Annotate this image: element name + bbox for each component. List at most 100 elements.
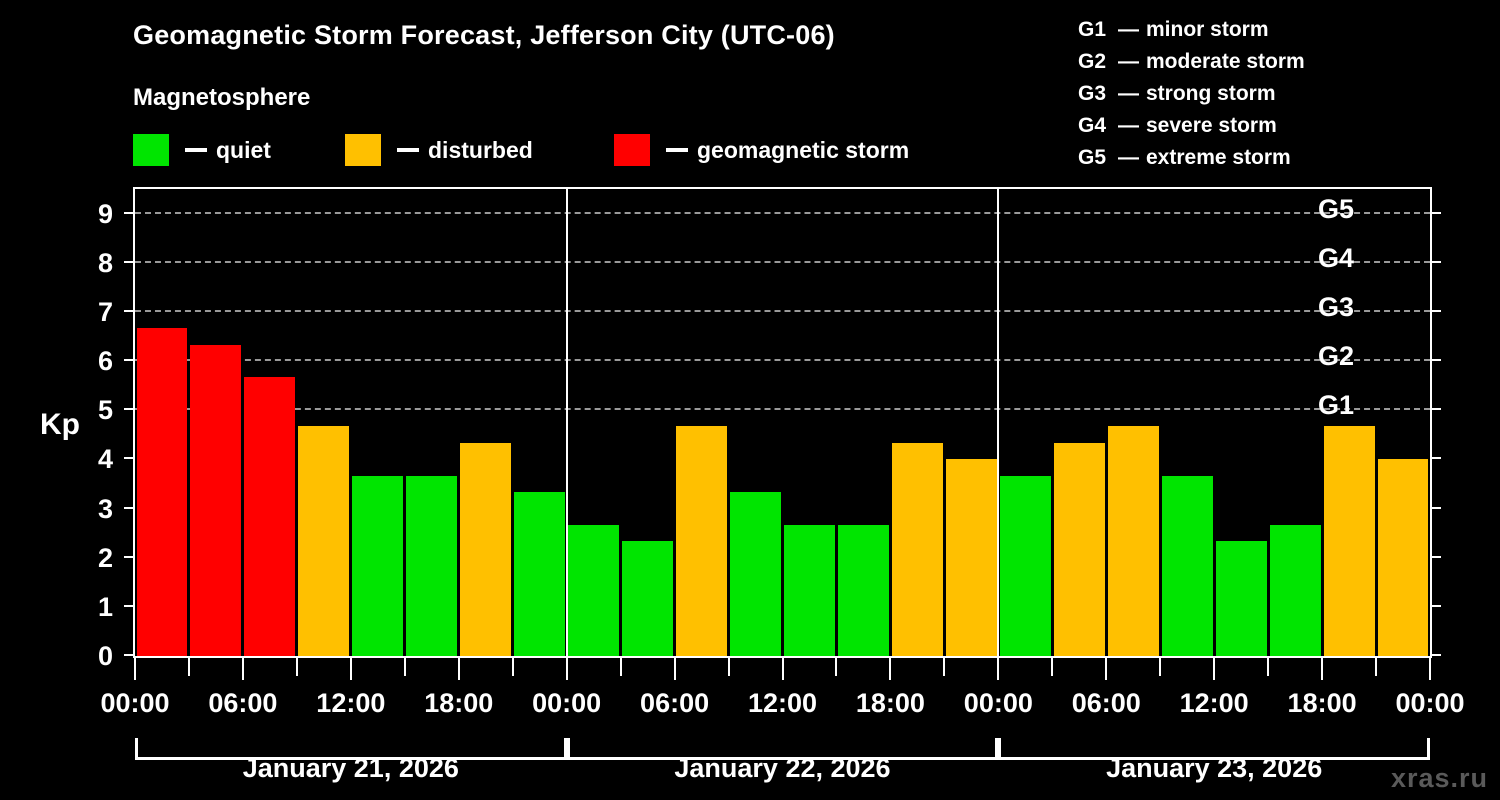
x-tick-label: 06:00 — [208, 688, 278, 718]
g-legend-text: minor storm — [1146, 18, 1269, 41]
x-tick — [349, 658, 352, 680]
y-tick-right — [1430, 457, 1441, 460]
plot-inner — [135, 189, 1430, 656]
g-legend-dash-icon: — — [1118, 18, 1139, 41]
day-bracket — [135, 738, 567, 760]
x-tick — [511, 658, 514, 676]
x-tick — [295, 658, 298, 676]
bar — [352, 475, 404, 656]
x-tick — [835, 658, 838, 676]
x-tick — [673, 658, 676, 680]
y-tick-5 — [124, 408, 135, 411]
bar — [298, 426, 350, 656]
legend-dash-icon — [397, 148, 419, 152]
x-tick — [997, 658, 1000, 680]
legend-dash-icon — [185, 148, 207, 152]
x-tick — [1429, 658, 1431, 680]
x-tick — [1213, 658, 1216, 680]
bar — [676, 426, 728, 656]
y-tick-label: 4 — [97, 444, 113, 475]
g-axis-label-g3: G3 — [1318, 291, 1355, 322]
g-legend-text: moderate storm — [1146, 50, 1305, 73]
g-legend-code: G5 — [1078, 146, 1107, 169]
bar — [244, 377, 296, 656]
bar — [622, 541, 674, 656]
x-tick — [943, 658, 946, 676]
y-tick-right — [1430, 408, 1441, 411]
g-legend-row-g3: G3 — strong storm — [1078, 78, 1305, 110]
day-label: January 22, 2026 — [674, 753, 891, 783]
x-tick-label: 18:00 — [1287, 688, 1357, 718]
g-legend-code: G3 — [1078, 82, 1107, 105]
x-tick — [727, 658, 730, 676]
x-tick-label: 06:00 — [640, 688, 710, 718]
x-tick — [1375, 658, 1378, 676]
y-tick-label: 3 — [97, 493, 113, 524]
legend-disturbed: disturbed — [345, 134, 533, 166]
bar — [1161, 475, 1213, 656]
day-separator — [997, 189, 1000, 656]
g-legend-row-g2: G2 — moderate storm — [1078, 46, 1305, 78]
x-tick — [134, 658, 136, 680]
g-legend-text: strong storm — [1146, 82, 1276, 105]
x-tick-label: 12:00 — [316, 688, 386, 718]
x-tick-label: 18:00 — [424, 688, 494, 718]
y-tick-right — [1430, 555, 1441, 558]
x-tick — [889, 658, 892, 680]
chart-plot-area: 0 1 2 3 4 5 6 7 8 9 — [98, 187, 1441, 670]
bar — [190, 344, 242, 656]
y-tick-8 — [124, 260, 135, 263]
x-tick-label: 00:00 — [1395, 688, 1465, 718]
g-legend-row-g1: G1 — minor storm — [1078, 14, 1305, 46]
bar — [1215, 541, 1267, 656]
g-legend-text: extreme storm — [1146, 146, 1291, 169]
x-tick — [457, 658, 460, 680]
g-legend-row-g5: G5 — extreme storm — [1078, 142, 1305, 174]
g-scale-legend: G1 — minor storm G2 — moderate storm G3 — strong… — [1078, 14, 1305, 174]
g-legend-dash-icon: — — [1118, 114, 1139, 137]
y-tick-label: 9 — [97, 198, 113, 229]
legend-quiet-label: quiet — [216, 136, 271, 163]
x-tick — [1051, 658, 1054, 676]
y-tick-4 — [124, 457, 135, 460]
gridline-kp-5 — [135, 408, 1430, 411]
y-tick-1 — [124, 604, 135, 607]
legend-disturbed-label: disturbed — [428, 136, 533, 163]
chart-subtitle: Magnetosphere — [133, 84, 311, 111]
y-axis-title: Kp — [40, 408, 80, 441]
x-tick-label: 18:00 — [855, 688, 925, 718]
legend-disturbed-swatch-icon — [345, 134, 381, 166]
x-tick — [1267, 658, 1270, 676]
y-tick-right — [1430, 654, 1441, 656]
y-tick-3 — [124, 506, 135, 509]
g-legend-code: G2 — [1078, 50, 1107, 73]
day-label: January 23, 2026 — [1106, 753, 1323, 783]
bar — [406, 475, 458, 656]
g-legend-text: severe storm — [1146, 114, 1277, 137]
day-bracket — [566, 738, 999, 760]
g-legend-code: G4 — [1078, 114, 1107, 137]
y-tick-label: 1 — [97, 591, 113, 622]
y-tick-label: 7 — [97, 296, 113, 327]
legend-quiet: quiet — [133, 134, 271, 166]
x-tick — [565, 658, 568, 680]
bar — [891, 443, 943, 656]
g-legend-code: G1 — [1078, 18, 1107, 41]
y-tick-right — [1430, 604, 1441, 607]
y-tick-label: 2 — [97, 542, 113, 573]
y-tick-right — [1430, 506, 1441, 509]
x-tick — [781, 658, 784, 680]
y-tick-right — [1430, 211, 1441, 214]
gridline-kp-7 — [135, 309, 1430, 312]
y-tick-label: 5 — [97, 395, 113, 426]
bar — [568, 524, 620, 656]
x-tick — [241, 658, 244, 680]
g-legend-dash-icon: — — [1118, 82, 1139, 105]
y-tick-7 — [124, 309, 135, 312]
g-legend-row-g4: G4 — severe storm — [1078, 110, 1305, 142]
bar — [730, 492, 781, 656]
bar — [1107, 426, 1159, 656]
y-tick-9 — [124, 211, 135, 214]
x-tick-label: 00:00 — [963, 688, 1033, 718]
y-tick-6 — [124, 359, 135, 362]
